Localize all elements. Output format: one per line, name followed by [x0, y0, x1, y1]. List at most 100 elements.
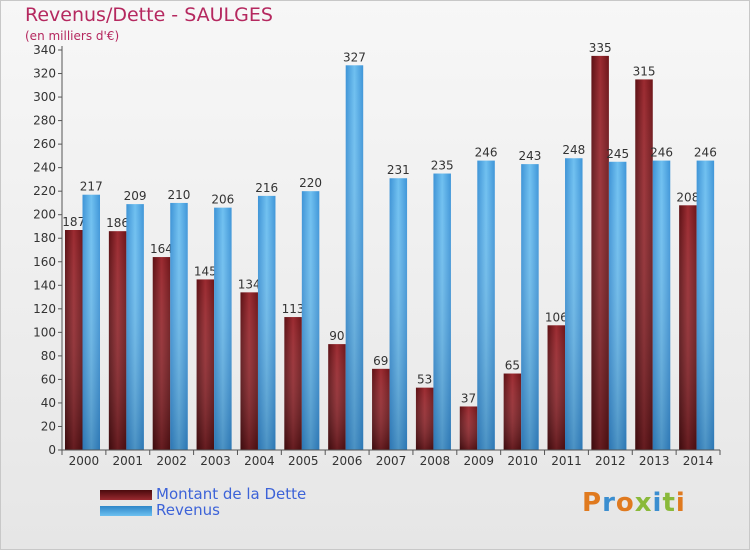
y-tick-label: 80 [41, 349, 56, 363]
logo-letter: o [615, 488, 635, 518]
debt-bar-shade [591, 55, 609, 450]
revenue-bar-shade [433, 173, 451, 450]
logo-letter: t [662, 488, 676, 518]
y-tick-label: 20 [41, 419, 56, 433]
debt-value-label: 53 [417, 373, 432, 387]
y-tick-label: 300 [33, 90, 56, 104]
revenue-value-label: 216 [255, 181, 278, 195]
debt-value-label: 106 [545, 310, 568, 324]
debt-value-label: 90 [329, 329, 344, 343]
debt-value-label: 145 [194, 264, 217, 278]
debt-value-label: 315 [633, 64, 656, 78]
debt-bar-shade [284, 317, 302, 450]
revenue-bar-shade [477, 160, 495, 450]
revenue-bar-shade [696, 160, 715, 450]
x-tick-label: 2000 [69, 454, 100, 468]
y-tick-label: 140 [33, 278, 56, 292]
debt-bar-shade [547, 325, 566, 450]
x-tick-label: 2006 [332, 454, 363, 468]
revenue-bar-shade [565, 158, 583, 450]
chart-subtitle: (en milliers d'€) [25, 29, 120, 43]
debt-bar-shade [459, 406, 478, 450]
revenue-bar-shade [652, 160, 671, 450]
revenue-bar-shade [126, 204, 144, 450]
debt-value-label: 113 [282, 302, 305, 316]
debt-bar-shade [65, 230, 83, 450]
x-tick-label: 2009 [463, 454, 494, 468]
debt-value-label: 69 [373, 354, 388, 368]
revenue-value-label: 210 [168, 188, 191, 202]
x-tick-label: 2010 [507, 454, 538, 468]
y-tick-label: 280 [33, 114, 56, 128]
revenue-value-label: 246 [475, 146, 498, 160]
debt-bar-shade [635, 79, 653, 450]
x-tick-label: 2014 [683, 454, 714, 468]
debt-bar-shade [679, 205, 697, 450]
y-tick-label: 0 [48, 443, 56, 457]
y-tick-label: 240 [33, 161, 56, 175]
x-tick-label: 2002 [156, 454, 187, 468]
y-tick-label: 100 [33, 325, 56, 339]
revenue-value-label: 206 [211, 193, 234, 207]
legend-label-revenue: Revenus [156, 501, 220, 519]
y-tick-label: 180 [33, 231, 56, 245]
debt-value-label: 134 [238, 277, 261, 291]
revenue-bar-shade [521, 164, 539, 450]
x-tick-label: 2007 [376, 454, 407, 468]
y-tick-label: 260 [33, 137, 56, 151]
y-tick-label: 220 [33, 184, 56, 198]
debt-value-label: 186 [106, 216, 129, 230]
y-tick-label: 40 [41, 396, 56, 410]
revenue-bar-shade [345, 65, 364, 450]
x-tick-label: 2003 [200, 454, 231, 468]
x-tick-label: 2013 [639, 454, 670, 468]
debt-value-label: 187 [62, 215, 85, 229]
revenue-value-label: 217 [80, 180, 103, 194]
x-tick-label: 2012 [595, 454, 626, 468]
logo-letter: r [602, 488, 616, 518]
revenue-bar-shade [389, 178, 408, 450]
y-tick-label: 340 [33, 43, 56, 57]
revenue-bar-shade [257, 195, 276, 450]
revenue-value-label: 245 [606, 147, 629, 161]
x-tick-label: 2001 [113, 454, 144, 468]
revenue-value-label: 243 [518, 149, 541, 163]
debt-bar-shade [372, 368, 390, 450]
proxiti-logo: Proxiti [582, 488, 686, 518]
debt-bar-shade [503, 373, 522, 450]
y-tick-label: 160 [33, 255, 56, 269]
revenue-value-label: 235 [431, 159, 454, 173]
x-tick-label: 2004 [244, 454, 275, 468]
x-tick-label: 2011 [551, 454, 582, 468]
debt-bar-shade [415, 387, 434, 450]
debt-value-label: 65 [505, 359, 520, 373]
debt-bar-shade [240, 292, 258, 450]
x-tick-label: 2005 [288, 454, 319, 468]
logo-letter: i [652, 488, 663, 518]
revenue-value-label: 327 [343, 50, 366, 64]
debt-value-label: 164 [150, 242, 173, 256]
debt-bar-shade [328, 344, 346, 450]
x-tick-label: 2008 [420, 454, 451, 468]
revenue-value-label: 248 [562, 143, 585, 157]
revenue-value-label: 220 [299, 176, 322, 190]
y-tick-label: 320 [33, 67, 56, 81]
logo-letter: x [634, 488, 653, 518]
logo-letter: i [675, 488, 686, 518]
y-tick-label: 200 [33, 208, 56, 222]
y-tick-label: 120 [33, 302, 56, 316]
debt-bar-shade [152, 257, 171, 450]
revenue-bar-shade [608, 161, 627, 450]
revenue-bar-shade [301, 191, 320, 451]
legend-swatch-revenue [100, 506, 152, 516]
revenue-value-label: 246 [650, 146, 673, 160]
debt-value-label: 208 [676, 190, 699, 204]
debt-bar-shade [108, 231, 127, 450]
debt-value-label: 37 [461, 391, 476, 405]
debt-value-label: 335 [589, 41, 612, 55]
y-tick-label: 60 [41, 372, 56, 386]
legend-label-debt: Montant de la Dette [156, 485, 307, 503]
legend-swatch-debt [100, 490, 152, 500]
revenue-bar-shade [214, 207, 232, 450]
